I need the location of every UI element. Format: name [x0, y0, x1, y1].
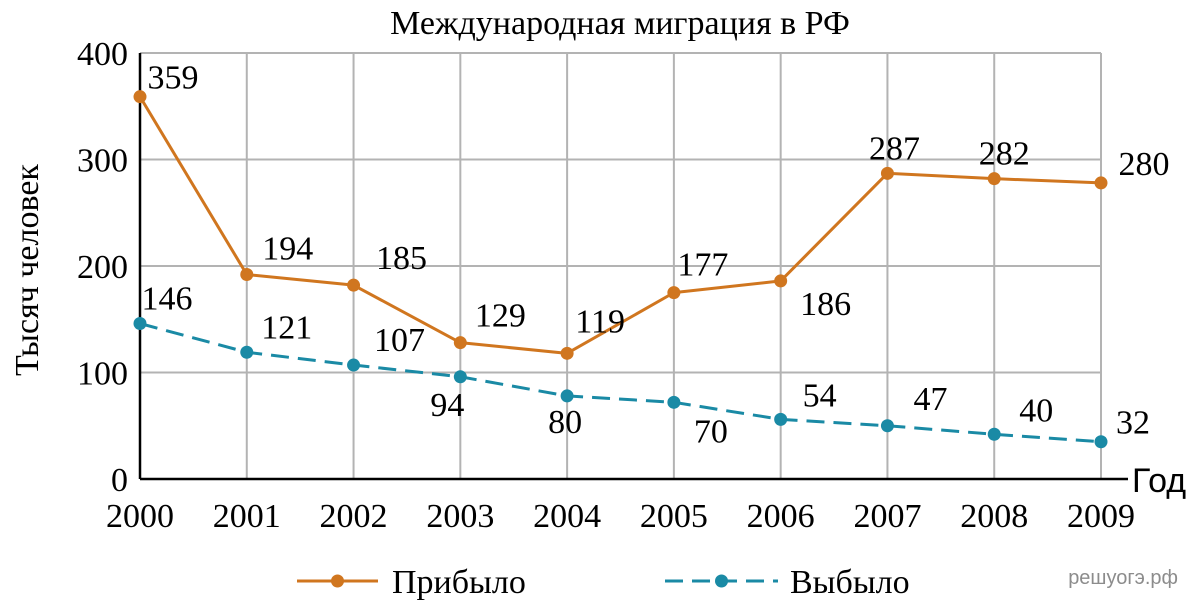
x-tick-label: 2000	[106, 498, 174, 535]
data-point	[133, 90, 147, 104]
chart-series: 359 194 185 129 119 177 186 287 282 280 146 121 1079…	[133, 60, 1170, 450]
data-point	[560, 389, 574, 403]
y-tick-label: 200	[77, 249, 128, 286]
data-point	[1094, 176, 1108, 190]
data-point	[453, 336, 467, 350]
data-point	[667, 286, 681, 300]
chart-axes	[138, 53, 1128, 481]
data-point	[774, 412, 788, 426]
data-point	[240, 268, 254, 282]
x-tick-label: 2007	[853, 498, 921, 535]
watermark-text: решуогэ.рф	[1068, 567, 1178, 589]
data-label: 121	[261, 309, 312, 346]
data-label: 194	[262, 231, 313, 268]
x-tick-label: 2002	[320, 498, 388, 535]
data-label: 287	[869, 130, 920, 167]
data-label: 129	[475, 298, 526, 335]
data-label: 146	[142, 281, 193, 318]
legend-marker	[715, 574, 728, 588]
data-label: 80	[548, 404, 582, 441]
data-point	[880, 166, 894, 180]
chart-title: Международная миграция в РФ	[390, 5, 850, 42]
legend-label: Выбыло	[790, 564, 910, 601]
data-label: 177	[677, 247, 728, 284]
data-label: 94	[430, 387, 464, 424]
chart-legend: Прибыло Выбыло	[297, 564, 910, 601]
data-point	[987, 172, 1001, 186]
data-point	[453, 370, 467, 384]
y-tick-label: 100	[77, 356, 128, 393]
x-axis-label: Год	[1132, 462, 1186, 500]
data-point	[347, 358, 361, 372]
y-tick-label: 300	[77, 143, 128, 180]
x-tick-label: 2004	[533, 498, 601, 535]
data-label: 282	[979, 136, 1030, 173]
y-tick-label: 400	[77, 36, 128, 73]
data-label: 47	[913, 381, 947, 418]
data-point	[560, 346, 574, 360]
y-tick-label: 0	[111, 462, 128, 499]
x-tick-label: 2006	[747, 498, 815, 535]
data-point	[1094, 435, 1108, 449]
data-point	[133, 317, 147, 331]
data-label: 186	[800, 286, 851, 323]
data-point	[987, 427, 1001, 441]
data-point	[240, 345, 254, 359]
x-tick-label: 2001	[213, 498, 281, 535]
x-tick-labels: 2000 2001 2002 2003 2004 2005 2006 2007 2008 2009	[106, 498, 1135, 535]
data-label: 359	[148, 60, 199, 97]
legend-marker	[331, 574, 344, 588]
y-tick-labels: 0 100 200 300 400	[77, 36, 128, 499]
data-point	[880, 419, 894, 433]
y-axis-label: Тысяч человек	[9, 164, 46, 376]
x-tick-label: 2003	[426, 498, 494, 535]
data-label: 40	[1019, 392, 1053, 429]
legend-label: Прибыло	[392, 564, 526, 601]
data-label: 280	[1119, 146, 1170, 183]
x-tick-label: 2008	[960, 498, 1028, 535]
chart-grid	[140, 52, 1102, 479]
series-line	[139, 322, 1102, 444]
series-line	[138, 95, 1102, 355]
data-point	[667, 395, 681, 409]
data-label: 70	[694, 413, 728, 450]
data-label: 119	[575, 303, 625, 340]
data-point	[347, 278, 361, 292]
x-tick-label: 2005	[640, 498, 708, 535]
x-tick-label: 2009	[1067, 498, 1135, 535]
data-label: 185	[376, 240, 427, 277]
data-point	[774, 274, 788, 288]
data-label: 107	[374, 322, 425, 359]
data-label: 32	[1116, 405, 1150, 442]
data-label: 54	[803, 377, 837, 414]
